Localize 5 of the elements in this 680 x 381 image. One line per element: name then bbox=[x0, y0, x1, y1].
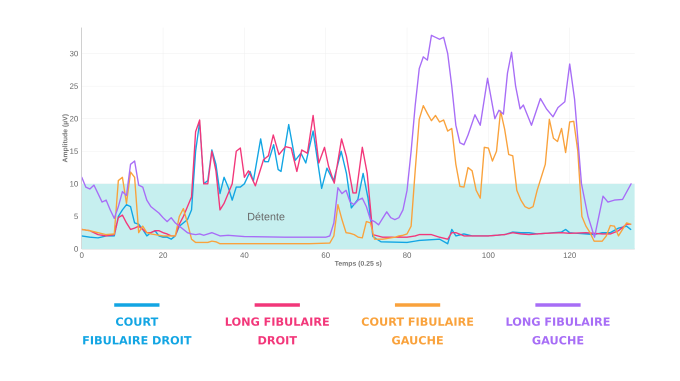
legend-label: COURT FIBULAIRE GAUCHE bbox=[362, 317, 474, 345]
legend-label: LONG FIBULAIRE GAUCHE bbox=[506, 317, 610, 345]
legend-label: LONG FIBULAIRE DROIT bbox=[226, 317, 329, 345]
band-label: Détente bbox=[248, 212, 284, 221]
legend-label: COURT FIBULAIRE DROIT bbox=[83, 317, 192, 345]
